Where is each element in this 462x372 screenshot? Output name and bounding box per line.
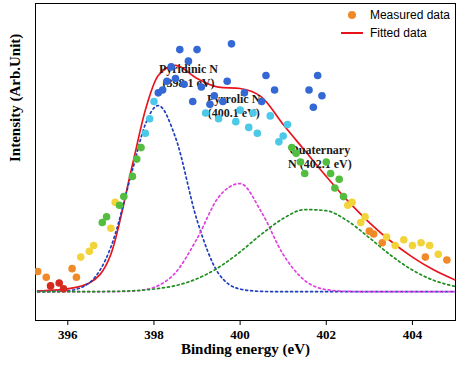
svg-text:Pyrrolic N(400.1 eV): Pyrrolic N(400.1 eV) (207, 92, 261, 120)
svg-text:398: 398 (144, 327, 164, 342)
svg-text:Pyridinic N(398.1 eV): Pyridinic N(398.1 eV) (159, 62, 218, 90)
svg-text:QuaternaryN (402.1 eV): QuaternaryN (402.1 eV) (288, 143, 352, 171)
svg-text:400: 400 (230, 327, 250, 342)
html-text:Measured data: Measured data (369, 8, 450, 22)
html-text:Fitted data: Fitted data (369, 26, 427, 40)
svg-text:402: 402 (317, 327, 337, 342)
svg-text:Binding energy (eV): Binding energy (eV) (181, 341, 310, 358)
svg-text:396: 396 (58, 327, 78, 342)
svg-text:Intensity (Arb.Unit): Intensity (Arb.Unit) (7, 34, 24, 162)
svg-text:404: 404 (403, 327, 423, 342)
